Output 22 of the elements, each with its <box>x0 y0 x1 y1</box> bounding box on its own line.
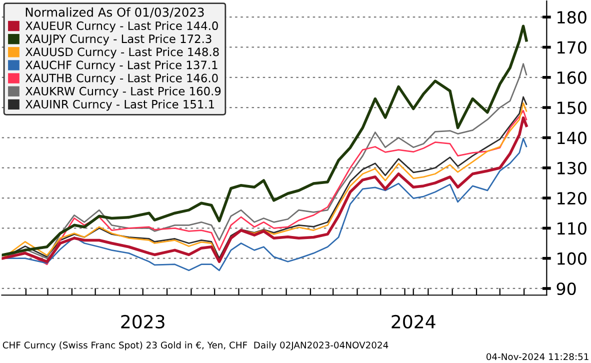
y-tick-label: 180 <box>558 11 586 24</box>
y-tick-label: 130 <box>558 162 586 174</box>
y-tick-label: 170 <box>558 41 586 54</box>
y-tick-label: 90 <box>556 282 576 296</box>
legend-label: XAUKRW Curncy - Last Price 160.9 <box>25 86 221 98</box>
y-tick-label: 110 <box>558 222 586 235</box>
x-tick-label: 2023 <box>121 314 164 329</box>
y-tick-label: 160 <box>558 71 586 84</box>
legend-label: XAUCHF Curncy - Last Price 137.1 <box>25 60 218 72</box>
legend-label: XAUEUR Curncy - Last Price 144.0 <box>25 21 218 32</box>
legend-title: Normalized As Of 01/03/2023 <box>26 7 204 18</box>
y-tick-label: 150 <box>558 102 586 114</box>
legend-label: XAUUSD Curncy - Last Price 148.8 <box>25 47 219 58</box>
text: 04-Nov-2024 11:28:51 <box>486 353 588 360</box>
legend-label: XAUJPY Curncy - Last Price 172.3 <box>25 34 212 46</box>
y-tick-label: 140 <box>558 132 586 144</box>
y-tick-label: 120 <box>558 192 586 205</box>
x-tick-label: 2024 <box>392 314 436 329</box>
legend-label: XAUTHB Curncy - Last Price 146.0 <box>25 74 218 85</box>
legend-label: XAUINR Curncy - Last Price 151.1 <box>25 100 214 111</box>
y-tick-label: 100 <box>558 252 586 265</box>
text: CHF Curncy (Swiss Franc Spot) 23 Gold in €, Yen, CHF Daily 02JAN2023-04NOV2024 <box>2 341 388 350</box>
